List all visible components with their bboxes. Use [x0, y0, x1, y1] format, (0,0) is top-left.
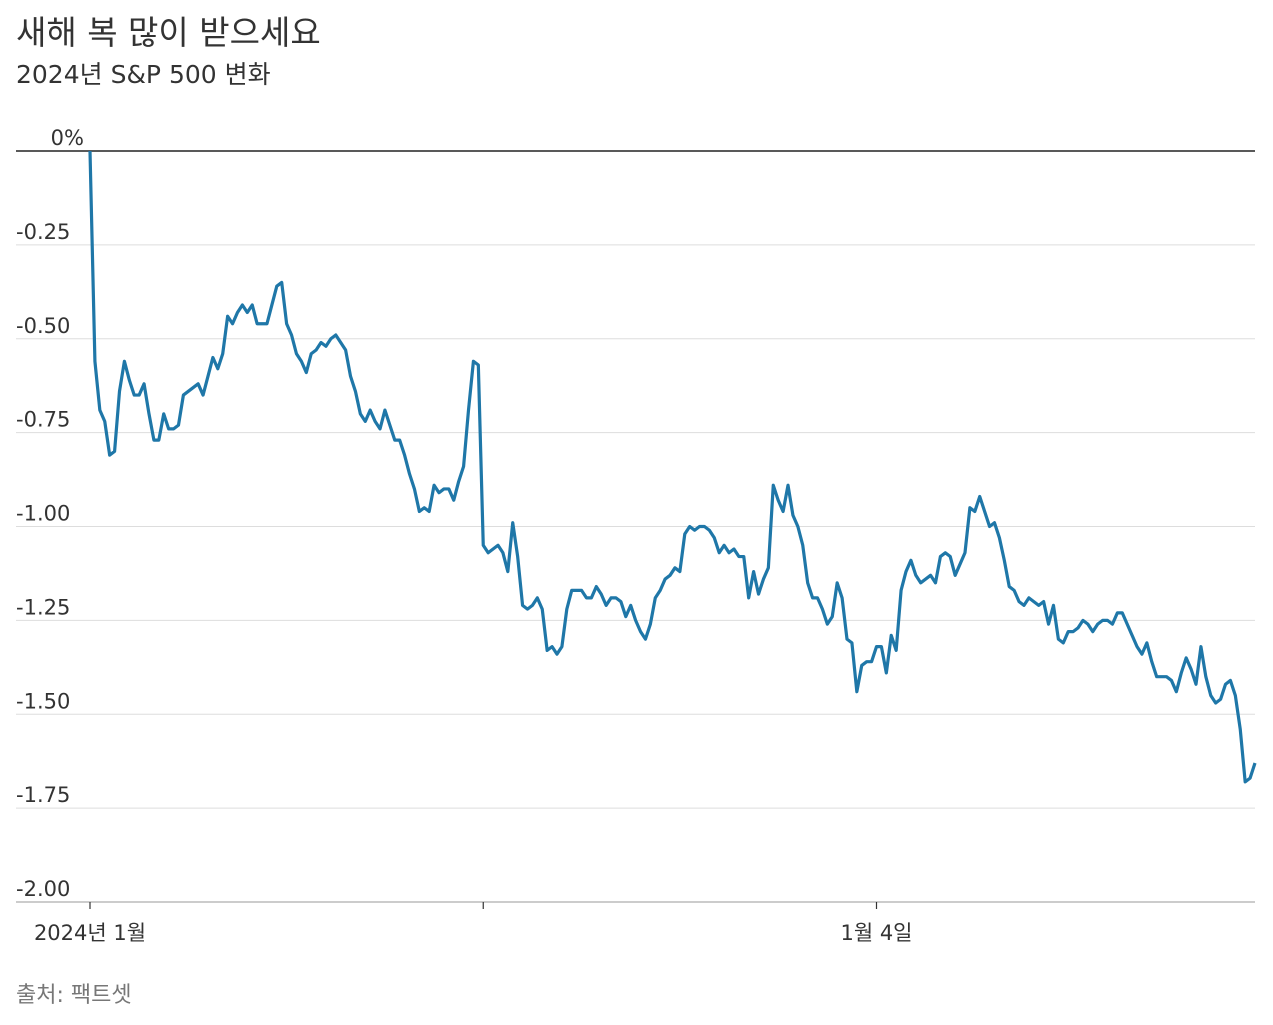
- y-tick-label: -1.75: [16, 783, 70, 807]
- source: 출처: 팩트셋: [16, 983, 132, 1008]
- y-tick-label: -0.75: [16, 408, 70, 432]
- chart-subtitle: 2024년 S&P 500 변화: [16, 60, 271, 89]
- x-tick-label: 2024년 1월: [34, 921, 146, 945]
- y-tick-label: -1.00: [16, 502, 70, 526]
- y-tick-label: 0%: [51, 126, 84, 150]
- x-tick-label: 1월 4일: [840, 921, 912, 945]
- y-tick-label: -0.25: [16, 220, 70, 244]
- y-tick-label: -1.50: [16, 689, 70, 713]
- chart-title: 새해 복 많이 받으세요: [16, 13, 321, 52]
- y-tick-label: -1.25: [16, 595, 70, 619]
- y-tick-label: -0.50: [16, 314, 70, 338]
- line: [88, 150, 1257, 784]
- y-tick-label: -2.00: [16, 877, 70, 901]
